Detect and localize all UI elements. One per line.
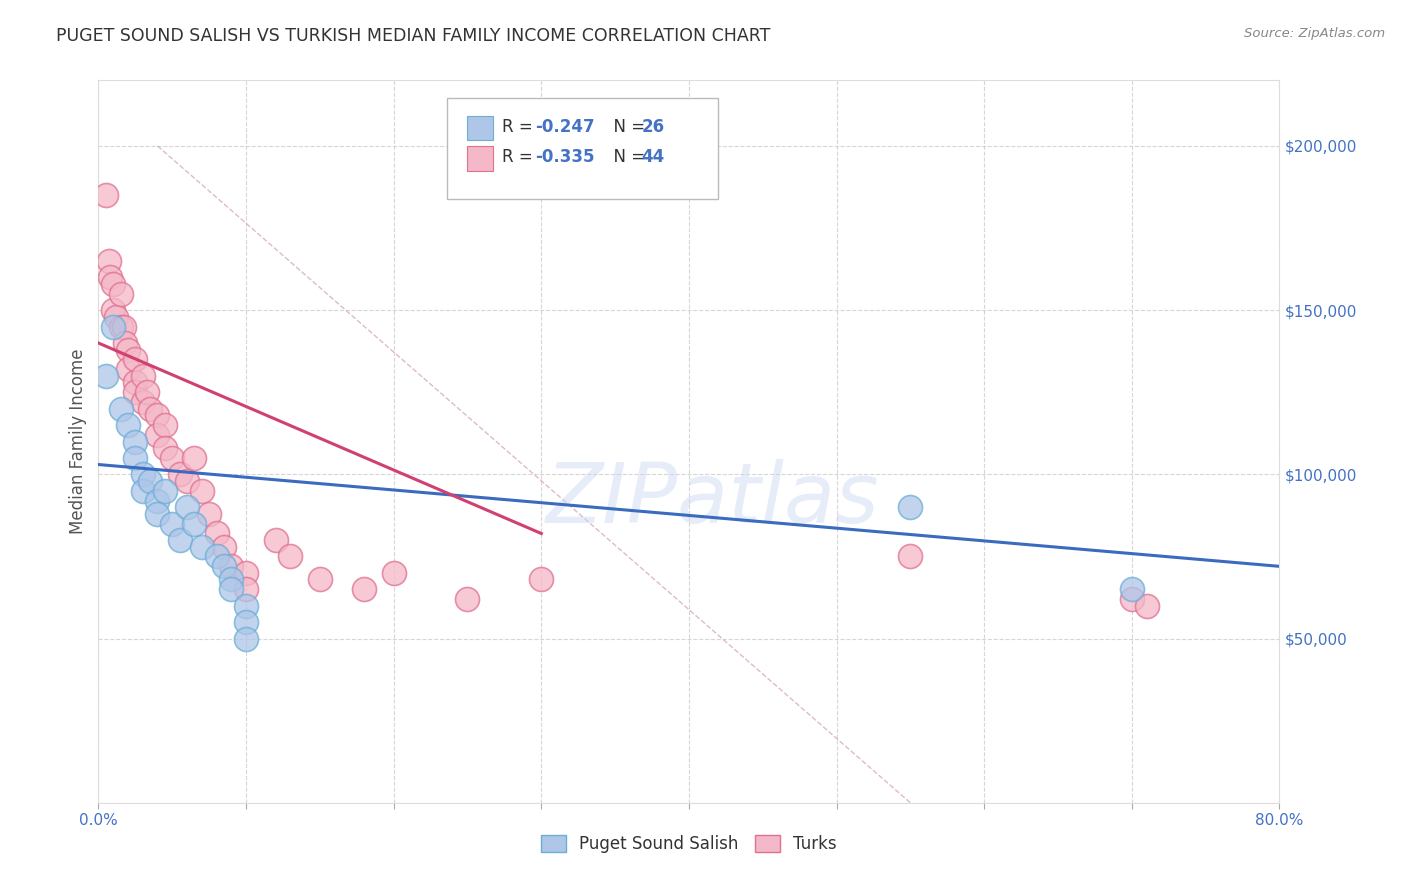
Point	[139, 401, 162, 416]
Point	[110, 401, 132, 416]
Text: 44: 44	[641, 148, 665, 166]
FancyBboxPatch shape	[467, 146, 494, 170]
Point	[205, 549, 228, 564]
Y-axis label: Median Family Income: Median Family Income	[69, 349, 87, 534]
Point	[110, 319, 132, 334]
Point	[117, 418, 139, 433]
Point	[124, 385, 146, 400]
Point	[146, 493, 169, 508]
Point	[1121, 592, 1143, 607]
Point	[221, 559, 243, 574]
Point	[457, 592, 479, 607]
Point	[235, 599, 257, 613]
Point	[191, 540, 214, 554]
Point	[205, 526, 228, 541]
Legend: Puget Sound Salish, Turks: Puget Sound Salish, Turks	[534, 828, 844, 860]
Point	[124, 450, 146, 465]
Point	[124, 352, 146, 367]
Point	[110, 286, 132, 301]
Point	[132, 368, 155, 383]
Point	[98, 270, 121, 285]
Text: Source: ZipAtlas.com: Source: ZipAtlas.com	[1244, 27, 1385, 40]
Point	[97, 253, 120, 268]
Point	[198, 507, 221, 521]
Point	[117, 362, 139, 376]
Text: ZIPatlas: ZIPatlas	[546, 458, 879, 540]
Point	[146, 507, 169, 521]
Text: -0.335: -0.335	[536, 148, 595, 166]
Text: PUGET SOUND SALISH VS TURKISH MEDIAN FAMILY INCOME CORRELATION CHART: PUGET SOUND SALISH VS TURKISH MEDIAN FAM…	[56, 27, 770, 45]
Point	[124, 434, 146, 449]
Point	[235, 615, 257, 630]
Point	[146, 409, 169, 423]
Point	[191, 483, 214, 498]
Point	[280, 549, 302, 564]
Point	[221, 582, 243, 597]
Point	[153, 418, 176, 433]
Text: R =: R =	[502, 148, 538, 166]
Point	[139, 474, 162, 488]
Point	[105, 310, 128, 324]
Point	[235, 582, 257, 597]
Point	[1121, 582, 1143, 597]
Text: N =: N =	[603, 148, 650, 166]
Point	[153, 483, 176, 498]
Point	[132, 483, 155, 498]
Point	[94, 188, 117, 202]
Point	[1136, 599, 1159, 613]
Point	[103, 303, 125, 318]
Point	[112, 319, 135, 334]
Point	[162, 450, 183, 465]
Point	[309, 573, 332, 587]
Point	[183, 516, 205, 531]
Point	[176, 500, 198, 515]
Text: R =: R =	[502, 118, 538, 136]
Point	[183, 450, 205, 465]
Point	[235, 566, 257, 580]
Point	[176, 474, 198, 488]
Point	[169, 467, 191, 482]
Point	[900, 500, 922, 515]
Text: N =: N =	[603, 118, 650, 136]
Point	[900, 549, 922, 564]
Point	[103, 319, 125, 334]
FancyBboxPatch shape	[467, 116, 494, 140]
FancyBboxPatch shape	[447, 98, 718, 200]
Point	[162, 516, 183, 531]
Point	[221, 573, 243, 587]
Point	[146, 428, 169, 442]
Point	[132, 467, 155, 482]
Point	[382, 566, 405, 580]
Point	[153, 441, 176, 455]
Point	[212, 540, 235, 554]
Point	[114, 336, 136, 351]
Point	[169, 533, 191, 547]
Text: 26: 26	[641, 118, 665, 136]
Point	[124, 376, 146, 390]
Point	[353, 582, 375, 597]
Point	[132, 395, 155, 409]
Point	[235, 632, 257, 646]
Point	[103, 277, 125, 291]
Point	[117, 343, 139, 357]
Point	[212, 559, 235, 574]
Text: -0.247: -0.247	[536, 118, 595, 136]
Point	[94, 368, 117, 383]
Point	[136, 385, 159, 400]
Point	[530, 573, 553, 587]
Point	[264, 533, 287, 547]
